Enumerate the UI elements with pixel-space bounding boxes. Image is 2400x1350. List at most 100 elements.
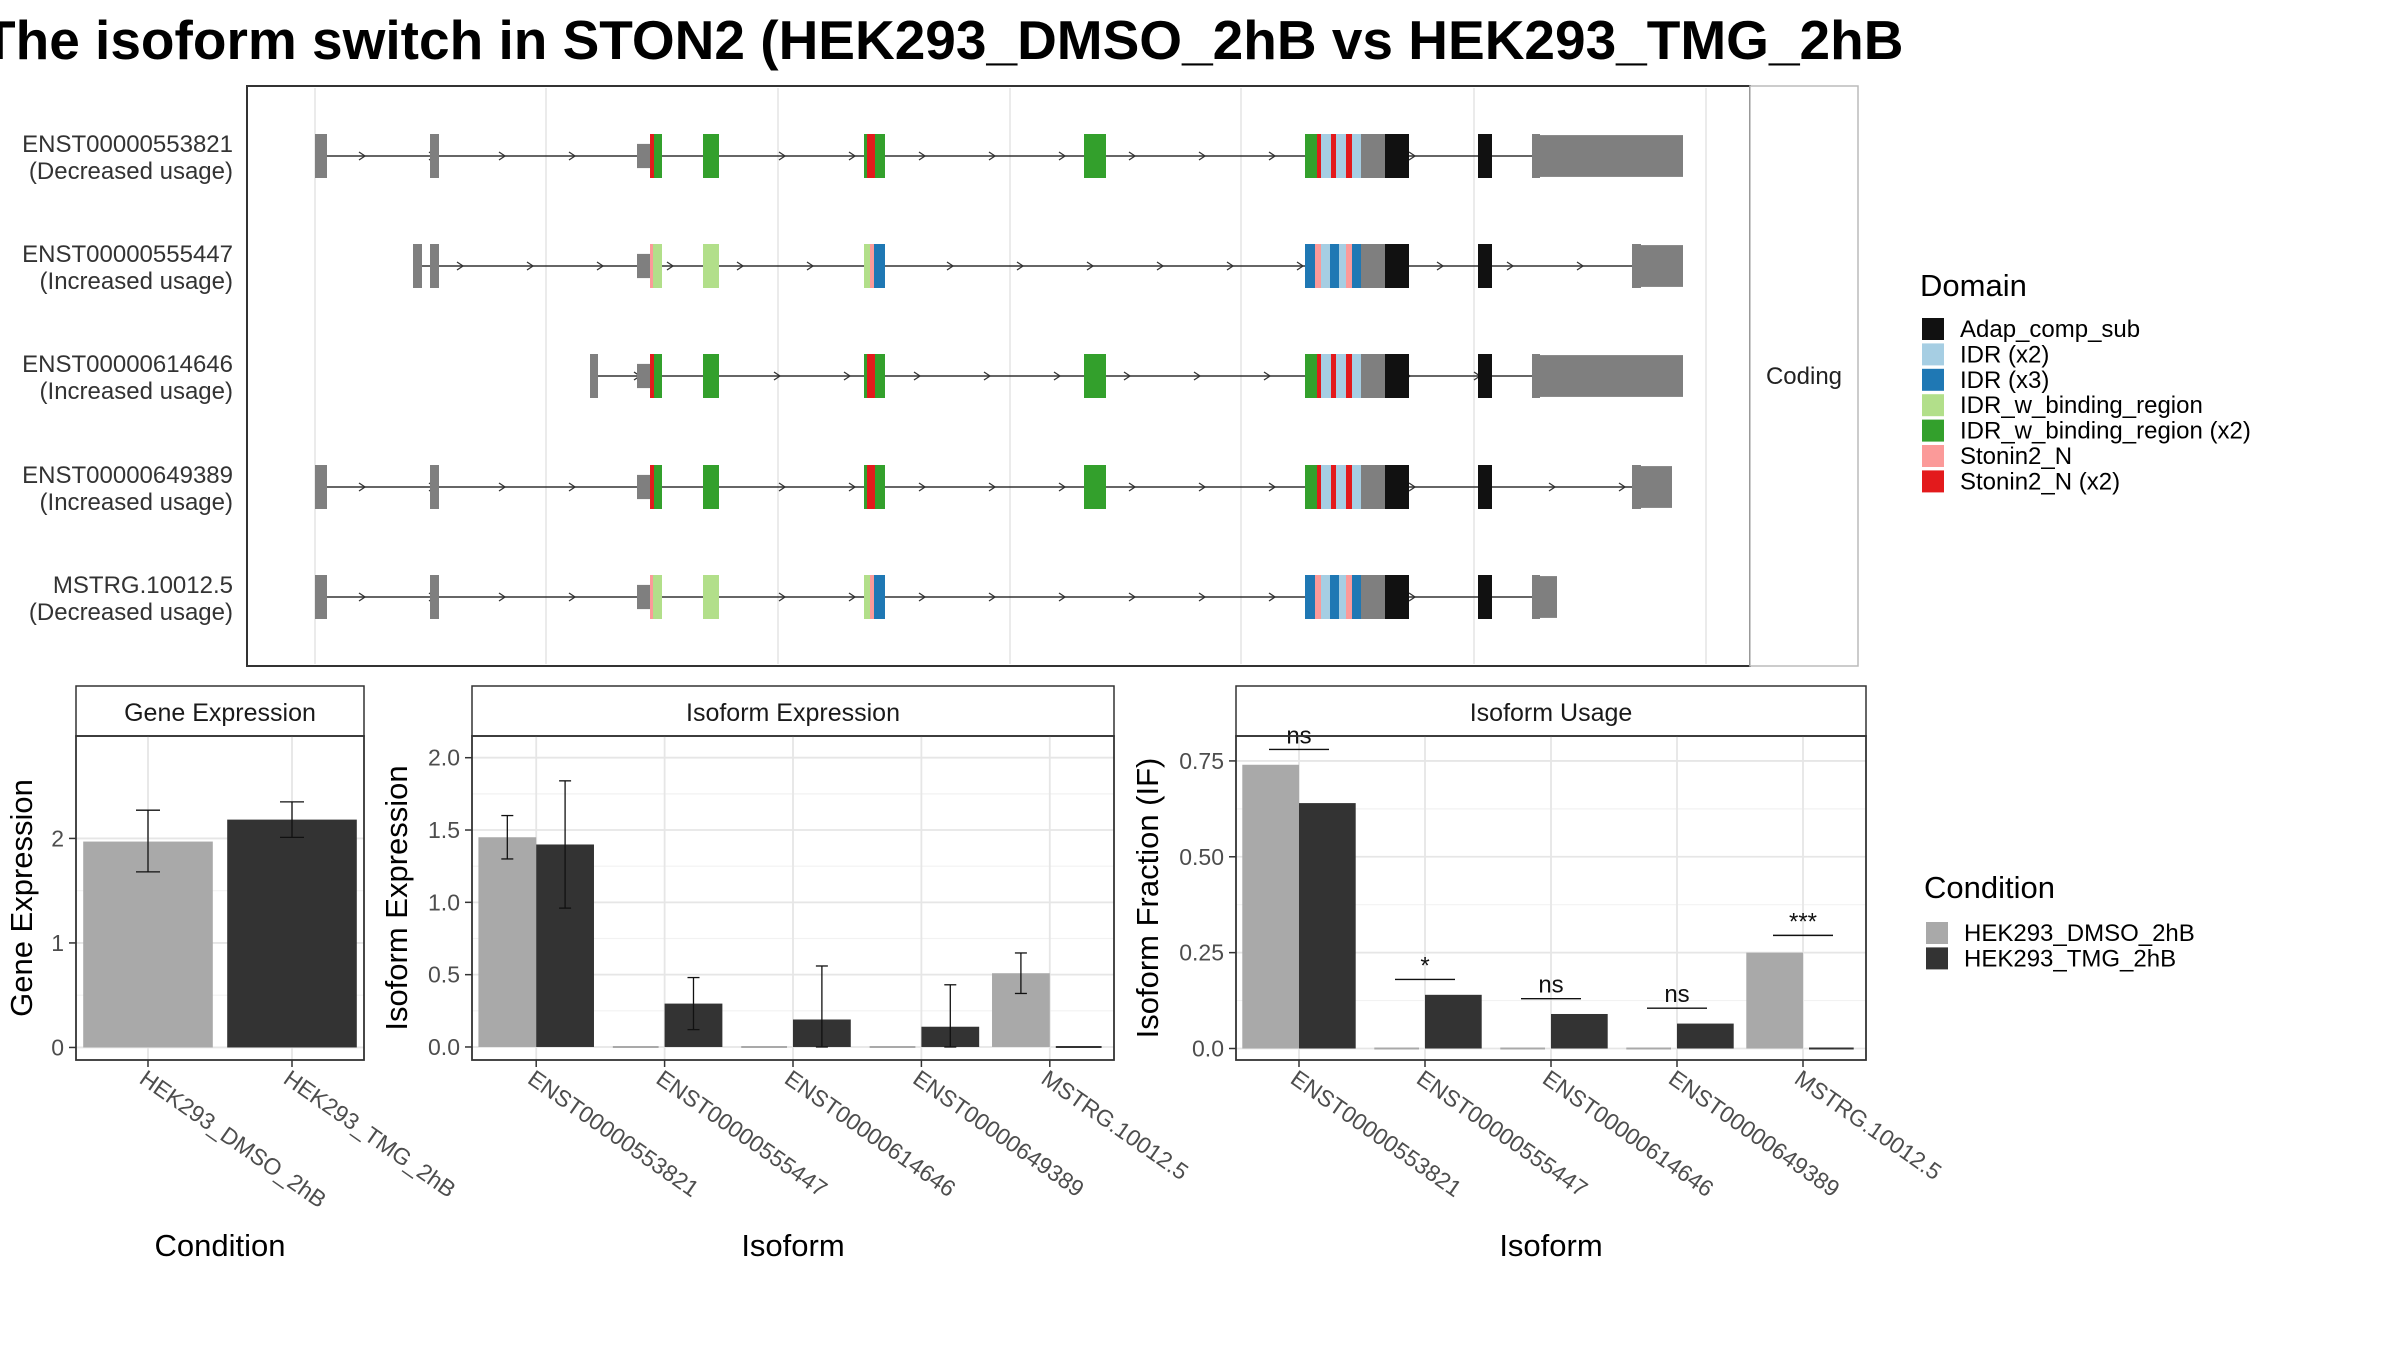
exon-block — [1641, 466, 1672, 508]
strip-box — [1749, 85, 1859, 667]
direction-arrow — [498, 482, 507, 492]
transcript-status: (Increased usage) — [40, 378, 233, 405]
exon-block — [1336, 465, 1346, 509]
exon-block — [1346, 465, 1352, 509]
exon-block — [653, 575, 662, 619]
direction-arrow — [918, 151, 927, 161]
exon-block — [654, 354, 662, 398]
significance-label: * — [1420, 952, 1429, 979]
direction-arrow — [1128, 151, 1137, 161]
exon-block — [1305, 465, 1317, 509]
panel-border — [75, 735, 365, 1061]
direction-arrow — [1058, 482, 1067, 492]
exon-block — [1305, 244, 1315, 288]
exon-block — [867, 134, 875, 178]
exon-block — [653, 244, 662, 288]
y-tick-label: 0.0 — [428, 1034, 460, 1060]
transcript-status: (Increased usage) — [40, 489, 233, 516]
domain-legend-label: IDR (x3) — [1960, 367, 2049, 394]
direction-arrow — [1268, 151, 1277, 161]
direction-arrow — [358, 151, 367, 161]
domain-legend-swatch — [1922, 368, 1944, 391]
exon-block — [650, 134, 654, 178]
direction-arrow — [1128, 592, 1137, 602]
condition-legend-swatch — [1926, 922, 1948, 944]
exon-block — [1632, 244, 1641, 288]
direction-arrow — [358, 592, 367, 602]
direction-arrow — [778, 592, 787, 602]
condition-legend-label: HEK293_TMG_2hB — [1964, 945, 2176, 972]
exon-block — [864, 134, 867, 178]
transcript-status: (Decreased usage) — [29, 599, 233, 626]
condition-legend-label: HEK293_DMSO_2hB — [1964, 920, 2195, 947]
direction-arrow — [778, 482, 787, 492]
condition-legend-title: Condition — [1924, 870, 2055, 905]
exon-block — [430, 465, 439, 509]
exon-block — [1305, 134, 1317, 178]
exon-block — [870, 575, 874, 619]
panel-title: Isoform Expression — [686, 699, 900, 727]
direction-arrow — [1408, 592, 1417, 602]
exon-block — [637, 474, 652, 500]
exon-block — [1478, 134, 1492, 178]
direction-arrow — [1058, 151, 1067, 161]
exon-block — [1339, 575, 1346, 619]
exon-block — [1361, 244, 1385, 288]
domain-legend-label: Adap_comp_sub — [1960, 316, 2140, 343]
direction-arrow — [1263, 371, 1272, 381]
transcript-status: (Increased usage) — [40, 268, 233, 295]
exon-block — [650, 575, 653, 619]
exon-block — [315, 575, 327, 619]
exon-block — [1361, 134, 1385, 178]
domain-legend-swatch — [1922, 470, 1944, 493]
exon-block — [1305, 354, 1317, 398]
domain-legend-swatch — [1922, 394, 1944, 417]
direction-arrow — [1436, 261, 1445, 271]
exon-block — [1321, 134, 1331, 178]
domain-legend-label: Stonin2_N — [1960, 443, 2072, 470]
transcript-name: ENST00000614646 — [22, 351, 233, 378]
exon-block — [875, 134, 885, 178]
direction-arrow — [1548, 482, 1557, 492]
y-tick-label: 0.25 — [1179, 940, 1224, 966]
direction-arrow — [1198, 482, 1207, 492]
y-tick-label: 0 — [51, 1034, 64, 1060]
exon-block — [1317, 134, 1321, 178]
direction-arrow — [1193, 371, 1202, 381]
direction-arrow — [773, 371, 782, 381]
exon-block — [430, 134, 439, 178]
direction-arrow — [988, 482, 997, 492]
y-axis-label: Isoform Fraction (IF) — [1130, 758, 1165, 1039]
exon-block — [1336, 354, 1346, 398]
exon-block — [1641, 245, 1683, 287]
exon-block — [1352, 134, 1361, 178]
domain-legend-label: IDR_w_binding_region (x2) — [1960, 418, 2251, 445]
exon-block — [654, 465, 662, 509]
exon-block — [874, 575, 885, 619]
exon-block — [430, 575, 439, 619]
exon-block — [1330, 244, 1339, 288]
y-tick-label: 0.75 — [1179, 748, 1224, 774]
exon-block — [1084, 465, 1106, 509]
direction-arrow — [848, 592, 857, 602]
exon-block — [1352, 244, 1361, 288]
exon-block — [1346, 575, 1352, 619]
direction-arrow — [848, 482, 857, 492]
direction-arrow — [1268, 482, 1277, 492]
direction-arrow — [918, 482, 927, 492]
y-tick-label: 1 — [51, 930, 64, 956]
y-tick-label: 1.5 — [428, 817, 460, 843]
bar — [478, 837, 537, 1047]
domain-legend-label: Stonin2_N (x2) — [1960, 468, 2120, 495]
isoform-expression-chart: Isoform Expression0.00.51.01.52.0ENST000… — [379, 685, 1193, 1263]
transcript-name: MSTRG.10012.5 — [53, 572, 233, 599]
structure-rows — [315, 134, 1683, 619]
domain-legend-title: Domain — [1920, 268, 2027, 303]
exon-block — [1540, 355, 1683, 397]
